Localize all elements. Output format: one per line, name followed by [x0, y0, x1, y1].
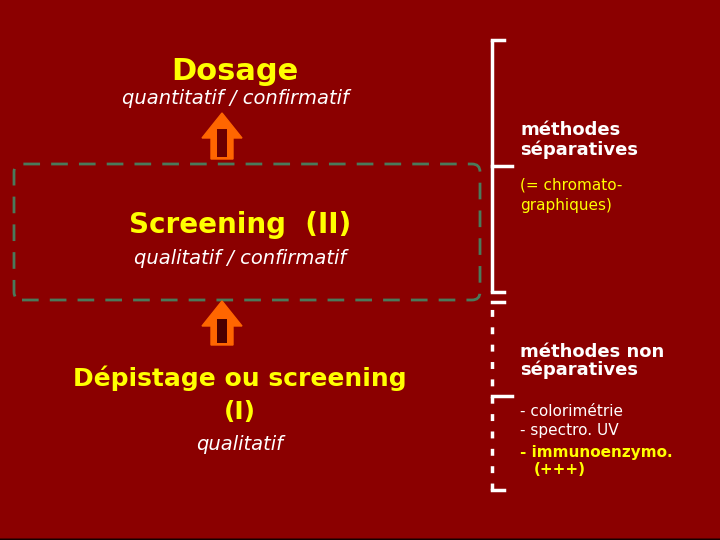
Text: Dosage: Dosage [171, 57, 299, 86]
Text: (I): (I) [224, 400, 256, 424]
Text: séparatives: séparatives [520, 361, 638, 379]
Text: quantitatif / confirmatif: quantitatif / confirmatif [122, 89, 348, 107]
FancyArrow shape [217, 319, 227, 343]
Text: (+++): (+++) [534, 462, 586, 477]
Text: Dépistage ou screening: Dépistage ou screening [73, 365, 407, 391]
Text: qualitatif / confirmatif: qualitatif / confirmatif [134, 248, 346, 267]
FancyArrow shape [217, 129, 227, 157]
Text: qualitatif: qualitatif [197, 435, 284, 454]
Text: (= chromato-
graphiques): (= chromato- graphiques) [520, 177, 622, 213]
Text: Screening  (II): Screening (II) [129, 211, 351, 239]
Text: méthodes non: méthodes non [520, 343, 665, 361]
Text: - spectro. UV: - spectro. UV [520, 422, 618, 437]
FancyArrow shape [202, 113, 242, 159]
Text: séparatives: séparatives [520, 141, 638, 159]
Text: méthodes: méthodes [520, 121, 620, 139]
FancyArrow shape [202, 301, 242, 345]
Text: - immunoenzymo.: - immunoenzymo. [520, 444, 672, 460]
Text: - colorimétrie: - colorimétrie [520, 404, 623, 420]
